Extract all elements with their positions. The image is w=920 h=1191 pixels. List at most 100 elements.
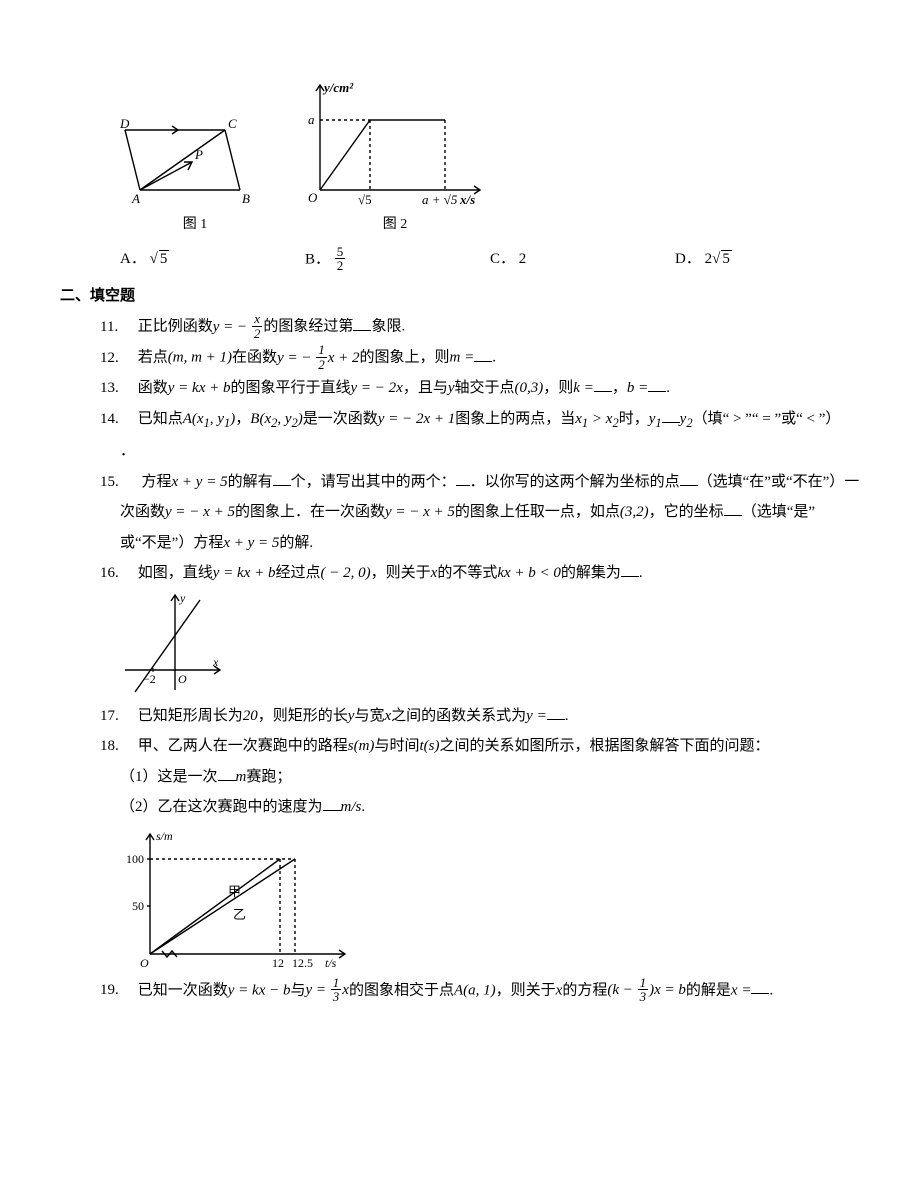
q15-l3: 或“不是”）方程x + y = 5的解. [60,529,860,558]
q15-l2: 次函数y = − x + 5的图象上．在一次函数y = − x + 5的图象上任… [60,498,860,527]
q13-blank2 [648,377,666,392]
q16-text: 如图，直线y = kx + b经过点( − 2, 0)，则关于x的不等式kx +… [138,565,621,581]
svg-text:√5: √5 [358,192,372,207]
q10-choices: A． √5 B． 52 C． 2 D． 2√5 [60,245,860,274]
q15-num: 15. [100,468,134,497]
svg-text:甲: 甲 [228,884,241,899]
q10-fig2-caption: 图 2 [300,212,490,239]
q17-tail: . [565,708,569,724]
choice-d-label: D． [675,251,701,267]
q10-fig2: O a √5 a + √5 x/s y/cm² [300,80,490,210]
svg-text:a: a [308,112,315,127]
q12-var: m = [450,350,475,366]
q13-blank1 [594,377,612,392]
q12: 12. 若点(m, m + 1)在函数y = − 12x + 2的图象上，则m … [60,343,860,372]
choice-b-label: B． [305,251,330,267]
q11-pre: 正比例函数 [138,319,213,335]
svg-text:a + √5: a + √5 [422,192,458,207]
choice-a-label: A． [120,251,146,267]
q12-blank [474,346,492,361]
q16-figure: −2 O x y [120,590,230,700]
q11-num: 11. [100,313,134,342]
q10-fig2-wrap: O a √5 a + √5 x/s y/cm² 图 2 [300,80,490,239]
q12-post: 的图象上，则 [360,350,450,366]
q13-num: 13. [100,374,134,403]
q13-mid: ，b = [612,380,648,396]
q16-figure-wrap: −2 O x y [60,590,860,700]
q14-text: 已知点A(x1, y1)，B(x2, y2)是一次函数y = − 2x + 1图… [138,411,841,427]
q17-text: 已知矩形周长为20，则矩形的长y与宽x之间的函数关系式为y = [138,708,547,724]
svg-text:A: A [131,191,140,206]
svg-text:12: 12 [272,956,284,970]
choice-c: C． 2 [490,245,675,274]
q16-tail: . [639,565,643,581]
choice-d: D． 2√5 [675,245,860,274]
q10-fig1-wrap: D C A B P 图 1 [120,100,270,239]
svg-text:t/s: t/s [325,956,337,970]
q15: 15. 方程x + y = 5的解有个，请写出其中的两个：．以你写的这两个解为坐… [60,468,860,497]
svg-text:y/cm²: y/cm² [322,80,354,95]
page: D C A B P 图 1 [0,0,920,1191]
q14-blank [662,407,680,422]
q10-fig1: D C A B P [120,100,270,210]
q10-fig1-caption: 图 1 [120,212,270,239]
svg-text:−2: −2 [143,672,156,686]
choice-b: B． 52 [305,245,490,274]
q11-tail: 象限. [371,319,405,335]
svg-text:乙: 乙 [233,907,246,922]
q12-num: 12. [100,344,134,373]
q18-p1: （1）这是一次m赛跑； [60,763,860,792]
q12-mid: 在函数 [232,350,277,366]
svg-text:s/m: s/m [156,829,173,843]
q18: 18. 甲、乙两人在一次赛跑中的路程s(m)与时间t(s)之间的关系如图所示，根… [60,732,860,761]
q18-figure-wrap: 甲 乙 100 50 O 12 12.5 t/s s/m [60,824,860,974]
q19-blank [751,979,769,994]
svg-text:B: B [242,191,250,206]
svg-text:O: O [178,672,187,686]
q19-tail: . [769,982,773,998]
q19: 19. 已知一次函数y = kx − b与y = 13x的图象相交于点A(a, … [60,976,860,1005]
q18-blank1 [218,766,236,781]
svg-text:50: 50 [132,899,144,913]
q14: 14. 已知点A(x1, y1)，B(x2, y2)是一次函数y = − 2x … [60,405,860,436]
q16-blank [621,562,639,577]
q10-figures: D C A B P 图 1 [60,80,860,239]
q11: 11. 正比例函数y = − x2的图象经过第 象限. [60,312,860,341]
q16: 16. 如图，直线y = kx + b经过点( − 2, 0)，则关于x的不等式… [60,559,860,588]
q11-post: 的图象经过第 [263,319,353,335]
svg-text:O: O [308,190,318,205]
q11-blank [353,315,371,330]
q18-blank2 [323,796,341,811]
q12-tail: . [492,350,496,366]
svg-text:x/s: x/s [459,192,475,207]
svg-text:12.5: 12.5 [292,956,313,970]
q13-tail: . [666,380,670,396]
q19-num: 19. [100,976,134,1005]
q17-num: 17. [100,702,134,731]
svg-text:P: P [194,147,203,162]
q11-func: y = − x2 [213,319,264,335]
svg-text:C: C [228,116,237,131]
svg-text:x: x [212,655,219,669]
q14-tail-row: ． [60,437,860,466]
section-2-title: 二、填空题 [60,282,860,311]
choice-b-value: 52 [335,245,346,273]
q13-text: 函数y = kx + b的图象平行于直线y = − 2x，且与y轴交于点(0,3… [138,380,594,396]
q18-p2: （2）乙在这次赛跑中的速度为m/s. [60,793,860,822]
q13: 13. 函数y = kx + b的图象平行于直线y = − 2x，且与y轴交于点… [60,374,860,403]
q12-func: y = − 12x + 2 [277,350,359,366]
choice-c-label: C． [490,251,515,267]
svg-text:100: 100 [126,852,144,866]
choice-a-value: √5 [150,245,170,274]
q17: 17. 已知矩形周长为20，则矩形的长y与宽x之间的函数关系式为y =. [60,702,860,731]
q18-intro: 甲、乙两人在一次赛跑中的路程s(m)与时间t(s)之间的关系如图所示，根据图象解… [138,738,770,754]
svg-text:O: O [140,956,149,970]
q12-pre: 若点 [138,350,168,366]
q16-num: 16. [100,559,134,588]
q14-num: 14. [100,405,134,434]
svg-text:y: y [179,591,186,605]
choice-a: A． √5 [120,245,305,274]
q18-figure: 甲 乙 100 50 O 12 12.5 t/s s/m [120,824,360,974]
q15-l1: 方程x + y = 5的解有个，请写出其中的两个：．以你写的这两个解为坐标的点（… [138,474,860,490]
q12-point: (m, m + 1) [168,350,232,366]
